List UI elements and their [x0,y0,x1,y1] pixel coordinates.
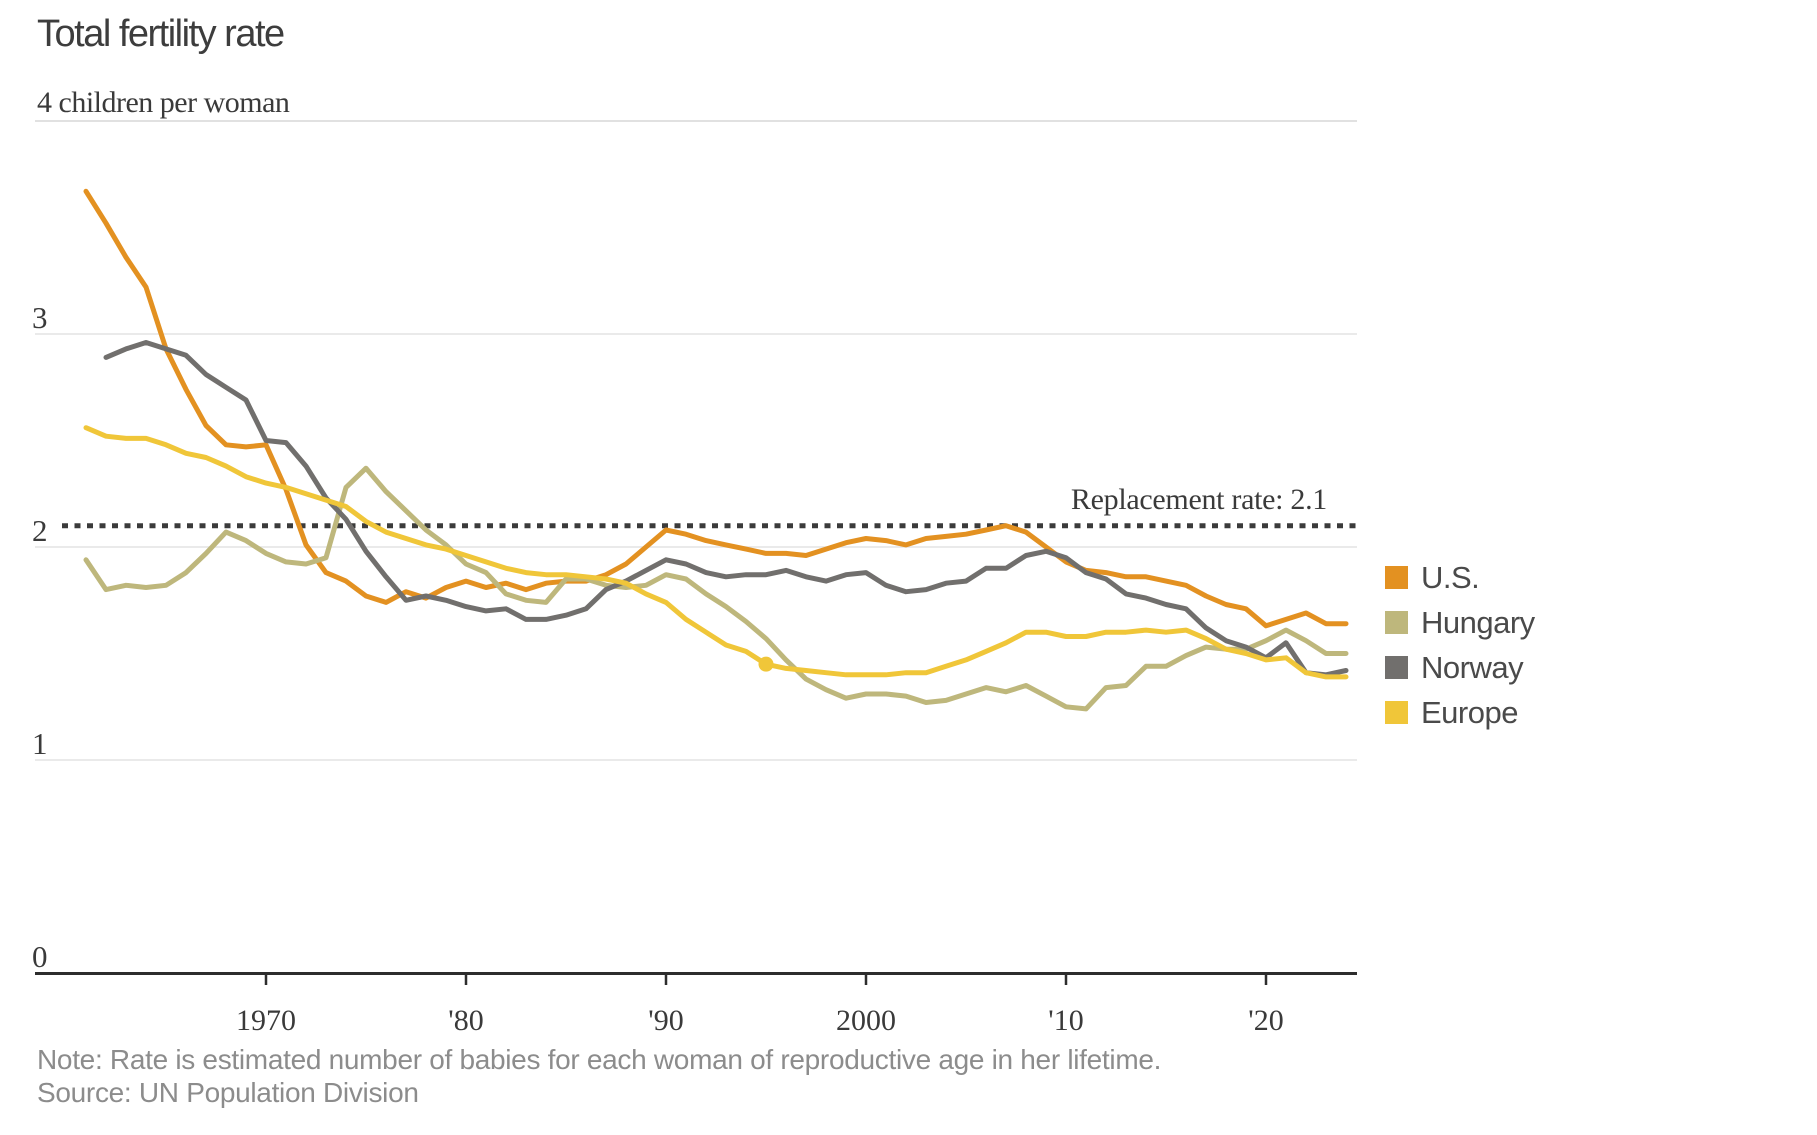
legend-label: Norway [1421,650,1524,685]
replacement-rate-label: Replacement rate: 2.1 [1070,483,1327,516]
legend-swatch-norway [1385,656,1408,679]
line-norway [103,340,1349,678]
y-axis-label-1: 1 [32,726,48,761]
legend-item-hungary: Hungary [1385,605,1535,640]
x-axis-label-2000: 2000 [836,1004,896,1037]
x-axis-label-1970: 1970 [236,1004,296,1037]
y-axis-label-3: 3 [32,300,48,335]
y-axis-label-2: 2 [32,513,48,548]
note-text: Note: Rate is estimated number of babies… [37,1044,1162,1075]
legend-swatch-europe [1385,701,1408,724]
source-text: Source: UN Population Division [37,1077,419,1108]
line-europe [83,425,1349,680]
legend-label: U.S. [1421,560,1480,595]
x-axis-label-2020: '20 [1248,1004,1284,1037]
highlight-dot-europe [758,656,774,672]
y-axis-unit-label: 4 children per woman [37,86,290,119]
line-us [83,188,1349,629]
x-axis-label-1990: '90 [648,1004,684,1037]
legend-swatch-us [1385,566,1408,589]
page-title: Total fertility rate [37,13,285,55]
legend-swatch-hungary [1385,611,1408,634]
legend-label: Europe [1421,695,1518,730]
legend-item-us: U.S. [1385,560,1535,595]
line-hungary [83,465,1349,712]
x-axis-label-2010: '10 [1048,1004,1084,1037]
y-axis-label-0: 0 [32,939,48,974]
legend-item-norway: Norway [1385,650,1535,685]
legend-item-europe: Europe [1385,695,1535,730]
x-axis-label-1980: '80 [448,1004,484,1037]
legend-label: Hungary [1421,605,1535,640]
legend: U.S. Hungary Norway Europe [1385,560,1535,730]
